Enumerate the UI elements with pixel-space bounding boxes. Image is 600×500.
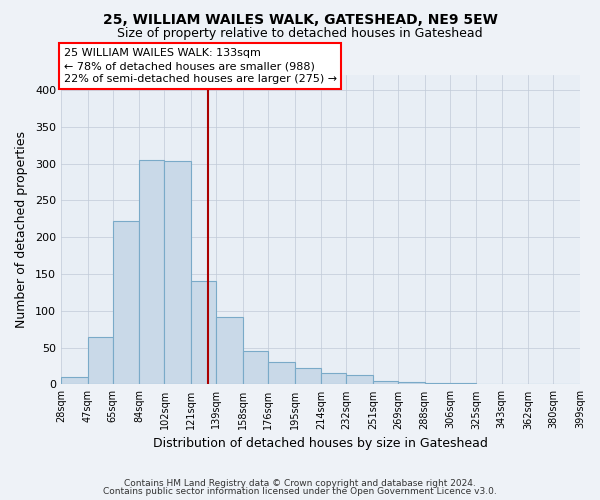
Text: Contains HM Land Registry data © Crown copyright and database right 2024.: Contains HM Land Registry data © Crown c… bbox=[124, 478, 476, 488]
Bar bbox=[139, 160, 164, 384]
Bar bbox=[164, 162, 191, 384]
Bar bbox=[243, 350, 268, 384]
Bar bbox=[346, 375, 373, 384]
X-axis label: Distribution of detached houses by size in Gateshead: Distribution of detached houses by size … bbox=[153, 437, 488, 450]
Bar bbox=[450, 383, 476, 384]
Y-axis label: Number of detached properties: Number of detached properties bbox=[15, 132, 28, 328]
Text: 25 WILLIAM WAILES WALK: 133sqm
← 78% of detached houses are smaller (988)
22% of: 25 WILLIAM WAILES WALK: 133sqm ← 78% of … bbox=[64, 48, 337, 84]
Bar bbox=[113, 221, 139, 384]
Bar bbox=[268, 362, 295, 384]
Bar bbox=[321, 372, 346, 384]
Text: Contains public sector information licensed under the Open Government Licence v3: Contains public sector information licen… bbox=[103, 487, 497, 496]
Bar bbox=[373, 381, 398, 384]
Bar bbox=[191, 282, 216, 385]
Bar bbox=[398, 382, 425, 384]
Bar bbox=[425, 383, 450, 384]
Bar bbox=[295, 368, 321, 384]
Bar bbox=[216, 318, 243, 384]
Bar bbox=[61, 377, 88, 384]
Text: 25, WILLIAM WAILES WALK, GATESHEAD, NE9 5EW: 25, WILLIAM WAILES WALK, GATESHEAD, NE9 … bbox=[103, 12, 497, 26]
Text: Size of property relative to detached houses in Gateshead: Size of property relative to detached ho… bbox=[117, 28, 483, 40]
Bar bbox=[88, 338, 113, 384]
